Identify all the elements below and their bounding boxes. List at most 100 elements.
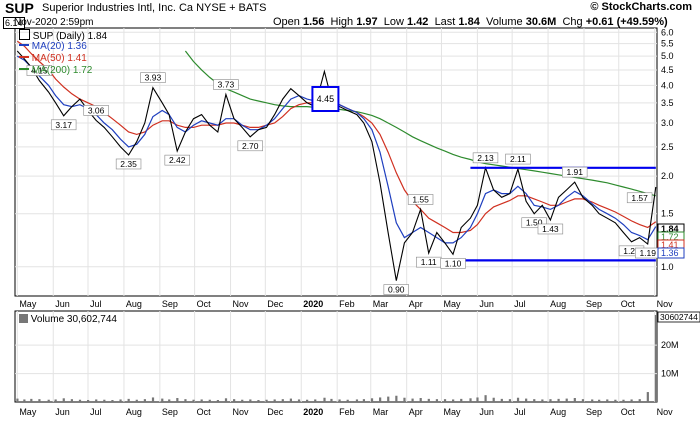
volume-bar [70, 399, 73, 402]
legend-ma20: MA(20) 1.36 [19, 41, 87, 52]
annotation-tag [383, 284, 409, 295]
x-tick-label: Jun [55, 407, 70, 417]
volume-bar [103, 399, 106, 402]
volume-bar [346, 399, 349, 402]
x-tick-label: May [19, 299, 37, 309]
volume-bar [78, 399, 82, 402]
axis-badge-label: 1.72 [661, 232, 679, 242]
annotation-label: 2.42 [169, 155, 186, 165]
x-tick-label: Jul [514, 299, 526, 309]
legend-ma200: MA(200) 1.72 [19, 65, 92, 76]
annotation-tag [626, 192, 653, 204]
volume-bar [281, 399, 284, 402]
annotation-tag [537, 223, 564, 235]
annotation-label: 1.19 [639, 248, 656, 258]
ma200-swatch [19, 68, 29, 70]
x-tick-label: Sep [586, 299, 602, 309]
volume-bar [443, 399, 447, 402]
annotation-tag [521, 217, 547, 229]
annotation-label: 1.43 [542, 224, 559, 234]
volume-bar [265, 399, 268, 402]
y-tick-label: 1.5 [661, 209, 674, 219]
axis-badge-label: 1.41 [661, 240, 679, 250]
volume-bar [370, 398, 374, 402]
x-tick-label: Sep [162, 299, 178, 309]
candle-icon [19, 29, 30, 40]
x-tick-label: 2020 [303, 407, 323, 417]
annotation-label: 2.13 [477, 153, 494, 163]
chg-label: Chg [562, 16, 583, 28]
high-value: 1.97 [356, 16, 378, 28]
y-tick-label: 5.5 [661, 39, 674, 49]
x-tick-label: Oct [197, 407, 212, 417]
legend-ma20-label: MA(20) 1.36 [31, 41, 87, 52]
volume-bar [500, 398, 503, 402]
x-tick-label: Aug [550, 299, 566, 309]
volume-bar [241, 399, 244, 402]
annotation-tag [26, 65, 53, 76]
annotation-label: 1.57 [631, 193, 648, 203]
volume-bar [176, 398, 179, 402]
x-tick-label: Oct [197, 299, 212, 309]
x-tick-label: Dec [267, 407, 284, 417]
volume-bar [403, 397, 406, 402]
volume-bar [533, 399, 536, 402]
ohlc-readout: Open 1.56 High 1.97 Low 1.42 Last 1.84 V… [273, 16, 668, 28]
volume-bar [161, 398, 164, 402]
legend-ma50-label: MA(50) 1.41 [31, 53, 87, 64]
volume-bar [257, 400, 260, 402]
price-frame [14, 27, 658, 297]
volume-bar [143, 399, 146, 402]
annotation-label: 4.15 [31, 66, 48, 76]
volume-tick-label: 10M [661, 369, 679, 379]
x-tick-label: Sep [586, 407, 602, 417]
annotation-tag [562, 166, 588, 178]
x-tick-label: Nov [233, 407, 250, 417]
volume-bar [233, 399, 236, 402]
volume-bar [362, 399, 366, 402]
last-label: Last [434, 16, 456, 28]
volume-bar [630, 399, 633, 402]
annotation-tag [164, 154, 190, 166]
y-tick-label: 6.0 [661, 27, 674, 37]
volume-bar [516, 397, 520, 402]
x-tick-label: Sep [162, 407, 178, 417]
volume-bar [395, 395, 398, 402]
last-value: 1.84 [458, 16, 480, 28]
x-tick-label: Mar [373, 299, 389, 309]
annotation-tag [140, 72, 166, 83]
y-tick-label: 3.0 [661, 118, 674, 128]
x-tick-label: Apr [409, 407, 423, 417]
x-tick-label: Dec [267, 299, 284, 309]
annotation-tag [83, 105, 109, 116]
x-tick-label: Nov [657, 299, 674, 309]
annotation-tag [50, 119, 77, 131]
volume-bar [47, 399, 50, 402]
volume-bar [323, 397, 326, 402]
volume-bar [289, 398, 293, 402]
x-tick-label: May [19, 407, 37, 417]
legend-ma50: MA(50) 1.41 [19, 53, 87, 64]
chg-value: +0.61 (+49.59%) [585, 16, 668, 28]
symbol: SUP [5, 0, 34, 16]
x-tick-label: Jun [55, 299, 70, 309]
x-tick-label: Jul [90, 299, 102, 309]
volume-last-label: 30602744 [660, 312, 698, 322]
volume-bar [614, 399, 617, 402]
volume-bar [151, 397, 155, 402]
start-price-tag: 6.14 [3, 17, 25, 29]
volume-bar [16, 398, 19, 402]
axis-badge [657, 247, 685, 259]
volume-bar [306, 399, 309, 402]
volume-bar [30, 398, 33, 402]
price-panel: May Jun Jul Aug Sep Oct Nov Dec 2020 Feb Mar Apr May… [14, 27, 685, 309]
axis-badge-label: 1.36 [661, 248, 679, 258]
x-tick-label: Aug [126, 299, 142, 309]
low-label: Low [383, 16, 404, 28]
volume-bar [38, 399, 41, 402]
x-tick-label: Apr [409, 299, 423, 309]
volume-bar [427, 398, 430, 402]
legend-volume-label: Volume 30,602,744 [30, 314, 117, 325]
volume-tick-label: 20M [661, 340, 679, 350]
volume-bar [435, 399, 439, 402]
